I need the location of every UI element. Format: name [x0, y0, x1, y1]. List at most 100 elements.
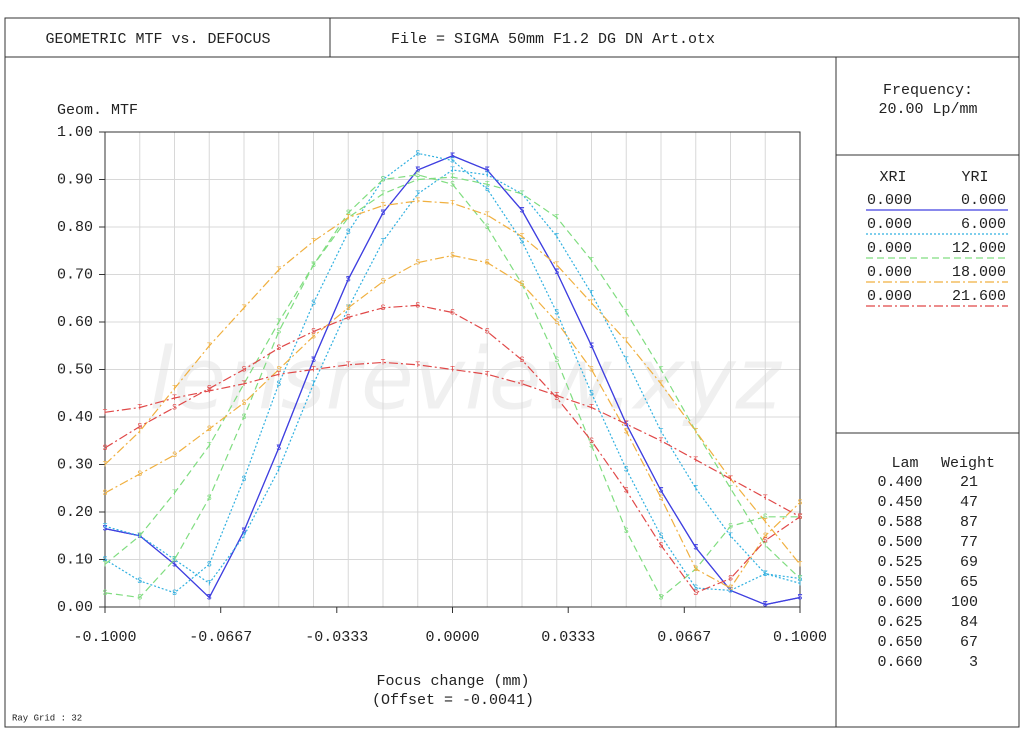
curve-marker: T	[172, 556, 177, 565]
curve-marker: S	[763, 513, 768, 522]
curve-marker: T	[589, 256, 594, 265]
curve-marker: T	[103, 408, 108, 417]
y-tick-label: 0.50	[57, 361, 93, 378]
curve-marker: S	[798, 513, 803, 522]
curve-marker: S	[276, 366, 281, 375]
chart-title: GEOMETRIC MTF vs. DEFOCUS	[45, 31, 270, 48]
curve-marker: S	[485, 328, 490, 337]
curve-marker: S	[311, 328, 316, 337]
curve-marker: S	[415, 171, 420, 180]
curve-marker: T	[659, 380, 664, 389]
curve-marker: T	[763, 518, 768, 527]
curve-marker: T	[589, 404, 594, 413]
mtf-curve	[104, 200, 801, 565]
curve-marker: T	[554, 261, 559, 270]
curve-marker: S	[693, 589, 698, 598]
y-tick-label: 0.80	[57, 219, 93, 236]
x-axis-label: Focus change (mm)	[376, 673, 529, 690]
x-tick-label: 0.1000	[773, 629, 827, 646]
weight: 87	[960, 514, 978, 531]
y-tick-label: 1.00	[57, 124, 93, 141]
footer: Ray Grid : 32	[12, 713, 82, 723]
curve-marker: S	[276, 344, 281, 353]
y-tick-label: 0.20	[57, 504, 93, 521]
curve-marker: T	[137, 404, 142, 413]
curve-marker: T	[311, 356, 316, 365]
curve-marker: T	[589, 342, 594, 351]
curve-marker: T	[728, 484, 733, 493]
curve-marker: T	[624, 309, 629, 318]
curve-marker: T	[728, 532, 733, 541]
curve-marker: T	[276, 266, 281, 275]
wavelength: 0.450	[877, 494, 922, 511]
curve-marker: T	[103, 461, 108, 470]
curve-marker: S	[381, 278, 386, 287]
mtf-curve	[104, 304, 801, 594]
curve-marker: S	[172, 589, 177, 598]
curve-marker: T	[485, 166, 490, 175]
curve-marker: S	[311, 299, 316, 308]
weight: 21	[960, 474, 978, 491]
mtf-curve	[104, 361, 801, 518]
curve-marker: T	[381, 209, 386, 218]
curve-marker: T	[276, 318, 281, 327]
wavelength: 0.525	[877, 554, 922, 571]
curve-marker: S	[103, 444, 108, 453]
curve-marker: S	[485, 259, 490, 268]
weight: 3	[969, 654, 978, 671]
curve-marker: S	[520, 356, 525, 365]
curve-marker: T	[381, 190, 386, 199]
y-tick-label: 0.90	[57, 171, 93, 188]
curve-marker: T	[693, 484, 698, 493]
watermark: lensreview.xyz	[149, 329, 782, 429]
curve-marker: T	[207, 579, 212, 588]
curve-marker: T	[242, 532, 247, 541]
frequency: 20.00 Lp/mm	[878, 101, 977, 118]
curve-marker: T	[624, 420, 629, 429]
curve-marker: S	[728, 586, 733, 595]
curve-marker: S	[415, 149, 420, 158]
x-tick-label: 0.0333	[541, 629, 595, 646]
curve-marker: T	[311, 237, 316, 246]
curve-marker: S	[693, 565, 698, 574]
curve-marker: S	[798, 594, 803, 603]
curve-marker: S	[798, 575, 803, 584]
curve-marker: S	[485, 185, 490, 194]
curve-marker: S	[137, 594, 142, 603]
curve-marker: T	[172, 489, 177, 498]
curve-marker: T	[103, 560, 108, 569]
curve-marker: T	[763, 494, 768, 503]
curve-marker: S	[242, 399, 247, 408]
x-tick-label: 0.0667	[657, 629, 711, 646]
curve-marker: T	[798, 594, 803, 603]
weight: 69	[960, 554, 978, 571]
curve-marker: T	[798, 579, 803, 588]
curve-marker: T	[450, 199, 455, 208]
x-tick-label: -0.0667	[189, 629, 252, 646]
curve-marker: S	[763, 532, 768, 541]
curve-marker: S	[276, 380, 281, 389]
curve-marker: T	[172, 385, 177, 394]
curve-marker: T	[693, 544, 698, 553]
curve-marker: T	[450, 366, 455, 375]
y-tick-label: 0.30	[57, 456, 93, 473]
weight: 77	[960, 534, 978, 551]
curve-marker: S	[415, 259, 420, 268]
curve-marker: S	[763, 537, 768, 546]
curve-marker: S	[624, 465, 629, 474]
curve-marker: S	[728, 522, 733, 531]
curve-marker: S	[624, 427, 629, 436]
curve-marker: T	[450, 173, 455, 182]
curve-marker: S	[659, 594, 664, 603]
y-tick-label: 0.40	[57, 409, 93, 426]
curve-marker: S	[520, 280, 525, 289]
curve-marker: S	[346, 228, 351, 237]
curve-marker: T	[207, 442, 212, 451]
curve-marker: T	[624, 356, 629, 365]
curve-marker: T	[137, 427, 142, 436]
curve-marker: T	[659, 427, 664, 436]
curve-marker: S	[103, 525, 108, 534]
curve-marker: S	[554, 318, 559, 327]
mtf-curve	[104, 176, 801, 579]
legend-yri: 6.000	[961, 216, 1006, 233]
